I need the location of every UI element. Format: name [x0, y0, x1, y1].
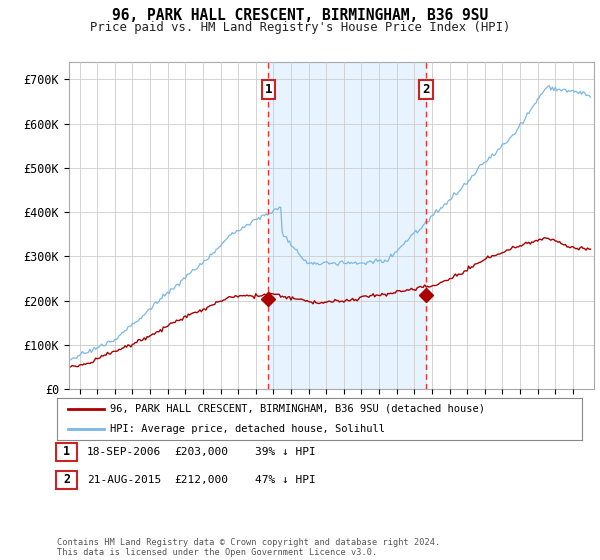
Text: HPI: Average price, detached house, Solihull: HPI: Average price, detached house, Soli…	[110, 424, 385, 434]
Text: 21-AUG-2015: 21-AUG-2015	[87, 475, 161, 485]
Text: 1: 1	[63, 445, 70, 459]
Text: 2: 2	[63, 473, 70, 487]
Text: 96, PARK HALL CRESCENT, BIRMINGHAM, B36 9SU: 96, PARK HALL CRESCENT, BIRMINGHAM, B36 …	[112, 8, 488, 24]
Text: 1: 1	[265, 83, 272, 96]
Text: 47% ↓ HPI: 47% ↓ HPI	[255, 475, 316, 485]
Text: Contains HM Land Registry data © Crown copyright and database right 2024.
This d: Contains HM Land Registry data © Crown c…	[57, 538, 440, 557]
Text: £212,000: £212,000	[174, 475, 228, 485]
Text: 96, PARK HALL CRESCENT, BIRMINGHAM, B36 9SU (detached house): 96, PARK HALL CRESCENT, BIRMINGHAM, B36 …	[110, 404, 485, 414]
Bar	[268, 62, 426, 389]
Text: 39% ↓ HPI: 39% ↓ HPI	[255, 447, 316, 457]
Text: 18-SEP-2006: 18-SEP-2006	[87, 447, 161, 457]
Text: Price paid vs. HM Land Registry's House Price Index (HPI): Price paid vs. HM Land Registry's House …	[90, 21, 510, 34]
Text: £203,000: £203,000	[174, 447, 228, 457]
Text: 2: 2	[422, 83, 430, 96]
